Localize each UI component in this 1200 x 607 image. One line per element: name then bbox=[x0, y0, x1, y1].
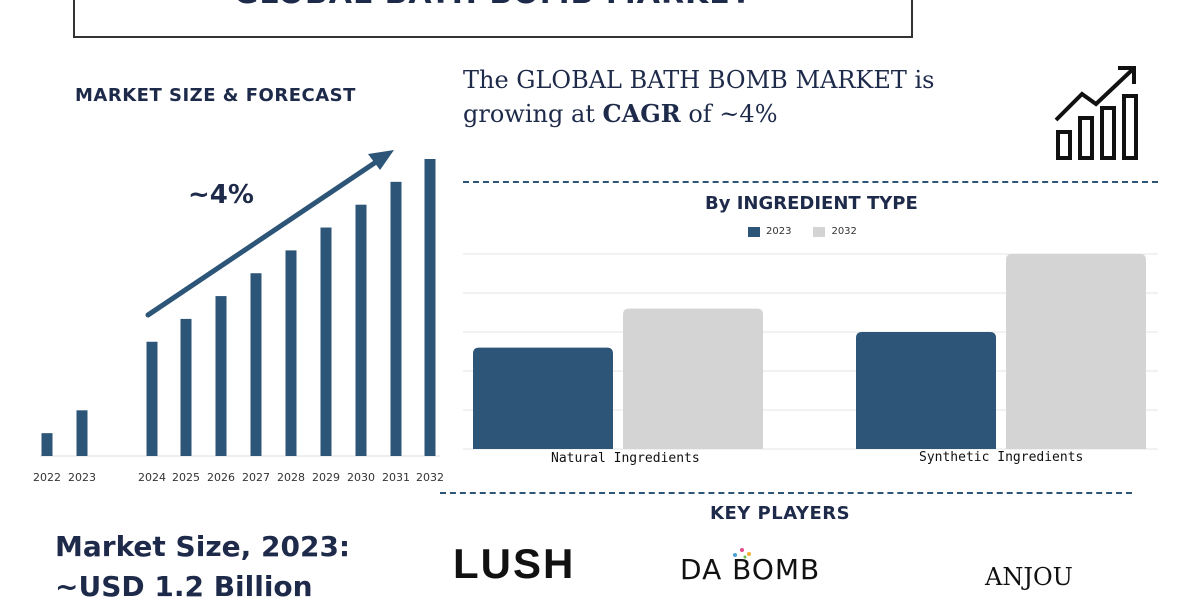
market-size-chart: 2022 2023 2024 2025 2026 2027 2028 2029 2030 2031… bbox=[33, 150, 444, 484]
market-size-forecast-heading: MARKET SIZE & FORECAST bbox=[75, 85, 356, 106]
cagr-annotation: ~4% bbox=[188, 180, 254, 210]
market-bar-2026 bbox=[215, 296, 227, 456]
cagr-arrow-line bbox=[145, 155, 385, 318]
market-tick-label: 2028 bbox=[277, 471, 305, 484]
title-box: GLOBAL BATH BOMB MARKET bbox=[73, 0, 913, 38]
ingredient-bar-2023-natural bbox=[473, 347, 613, 449]
category-label-natural: Natural Ingredients bbox=[551, 451, 700, 466]
ingredient-bar-2032-natural bbox=[623, 308, 763, 449]
market-tick-label: 2022 bbox=[33, 471, 61, 484]
market-tick-label: 2025 bbox=[172, 471, 200, 484]
market-tick-label: 2024 bbox=[138, 471, 166, 484]
logo-da-bomb: DA BOMB bbox=[680, 553, 821, 586]
market-bar-2032 bbox=[424, 159, 436, 456]
market-bar-2023 bbox=[76, 410, 88, 456]
legend-item-2032: 2032 bbox=[813, 226, 857, 237]
market-bar-2030 bbox=[355, 204, 367, 456]
ingredient-bar-2023-synthetic bbox=[856, 332, 996, 449]
market-tick-label: 2032 bbox=[416, 471, 444, 484]
market-tick-label: 2026 bbox=[207, 471, 235, 484]
market-tick-label: 2023 bbox=[68, 471, 96, 484]
cagr-line2-suffix: of ~4% bbox=[680, 100, 778, 128]
cagr-line2-bold: CAGR bbox=[602, 99, 681, 128]
ingredient-legend: 2023 2032 bbox=[748, 226, 879, 237]
key-players-heading: KEY PLAYERS bbox=[710, 503, 851, 524]
cagr-arrow-head bbox=[368, 150, 394, 170]
market-tick-label: 2030 bbox=[347, 471, 375, 484]
category-label-synthetic: Synthetic Ingredients bbox=[919, 450, 1084, 465]
legend-label-2023: 2023 bbox=[766, 226, 792, 237]
market-size-line2: ~USD 1.2 Billion bbox=[55, 570, 313, 603]
dabomb-sparkle-dots bbox=[733, 548, 751, 559]
ingredient-type-chart bbox=[463, 253, 1158, 450]
market-tick-label: 2031 bbox=[382, 471, 410, 484]
legend-swatch-2032 bbox=[813, 226, 826, 237]
market-bar-2027 bbox=[250, 273, 262, 456]
market-size-2023: Market Size, 2023: ~USD 1.2 Billion bbox=[55, 527, 350, 607]
cagr-line1: The GLOBAL BATH BOMB MARKET is bbox=[463, 66, 935, 94]
bar-growth-arrow-icon bbox=[1054, 66, 1138, 160]
market-size-line1: Market Size, 2023: bbox=[55, 530, 351, 563]
market-tick-label: 2029 bbox=[312, 471, 340, 484]
divider-bottom bbox=[440, 492, 1132, 494]
market-bar-2024 bbox=[146, 341, 158, 456]
market-bar-2028 bbox=[285, 250, 297, 456]
logo-anjou: ANJOU bbox=[985, 563, 1073, 591]
market-tick-label: 2027 bbox=[242, 471, 270, 484]
divider-top bbox=[463, 181, 1158, 183]
legend-item-2023: 2023 bbox=[748, 226, 791, 237]
market-bar-2031 bbox=[390, 181, 402, 456]
legend-swatch-2023 bbox=[748, 226, 760, 237]
cagr-statement: The GLOBAL BATH BOMB MARKET is growing a… bbox=[463, 63, 1023, 131]
market-bar-2025 bbox=[180, 318, 192, 456]
logo-lush: LUSH bbox=[453, 540, 576, 587]
market-bar-2029 bbox=[320, 227, 332, 456]
cagr-line2-prefix: growing at bbox=[463, 100, 603, 128]
ingredient-bar-2032-synthetic bbox=[1006, 254, 1146, 449]
ingredient-type-heading: By INGREDIENT TYPE bbox=[705, 193, 918, 214]
legend-label-2032: 2032 bbox=[831, 226, 857, 237]
page-title: GLOBAL BATH BOMB MARKET bbox=[75, 0, 911, 11]
market-bar-2022 bbox=[41, 433, 53, 456]
